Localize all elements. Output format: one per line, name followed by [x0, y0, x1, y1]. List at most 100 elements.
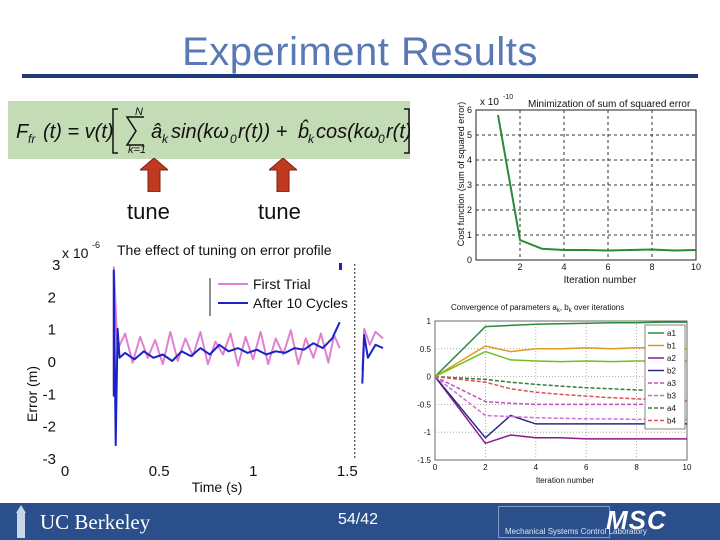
chart3-series-b4	[434, 375, 688, 402]
chart2-tick-x: 4	[561, 262, 566, 272]
eq-lhs: F	[16, 121, 30, 143]
chart3-tick-y: 0.5	[420, 345, 432, 354]
chart1-series-first-trial	[112, 266, 341, 394]
eq-term-a-sub: k	[162, 132, 169, 146]
chart3-legend-label: b2	[667, 367, 676, 376]
chart1-scale-exp: -6	[92, 240, 100, 250]
chart3-legend-label: a1	[667, 329, 676, 338]
chart1-tick-y: -1	[43, 386, 56, 403]
lab-name: Mechanical Systems Control Laboratory	[505, 527, 647, 536]
eq-term-sin: sin(kω	[171, 121, 229, 143]
chart3-series-a2	[434, 376, 687, 445]
chart3-series-a1	[434, 321, 687, 378]
chart3-tick-x: 4	[534, 463, 539, 472]
chart3-series-a3	[434, 375, 687, 406]
campanile-icon	[16, 505, 26, 538]
chart1-title: The effect of tuning on error profile	[117, 242, 332, 258]
chart3-legend-label: b4	[667, 417, 676, 426]
chart2-tick-y: 5	[467, 130, 472, 140]
chart3-tick-x: 6	[584, 463, 589, 472]
chart2-tick-x: 2	[517, 262, 522, 272]
eq-term-r: r(t)) +	[238, 121, 287, 143]
chart3-tick-x: 0	[433, 463, 438, 472]
chart1-tick-x: 0	[61, 463, 69, 480]
chart3-xlabel: Iteration number	[536, 476, 595, 485]
chart2-scale-label: x 10	[480, 97, 499, 108]
chart2-tick-x: 10	[691, 262, 701, 272]
page-number: 54/42	[338, 511, 379, 528]
eq-sub0-b: 0	[378, 132, 385, 146]
chart1-ylabel: Error (m)	[24, 366, 40, 422]
arrow-up-icon	[140, 158, 168, 192]
lab-logo-box	[498, 506, 610, 538]
chart2-tick-y: 3	[467, 180, 472, 190]
eq-sum-upper: N	[135, 106, 143, 118]
chart3-legend-label: a2	[667, 354, 676, 363]
chart3-tick-x: 2	[483, 463, 488, 472]
chart3-legend: a1 b1 a2 b2 a3 b3 a4 b4	[644, 324, 686, 430]
chart1-tick-y: 2	[48, 289, 56, 306]
chart1-tick-x: 1	[249, 463, 257, 480]
chart2-tick-y: 1	[467, 230, 472, 240]
eq-sigma	[125, 116, 144, 146]
chart3-frame	[434, 320, 688, 461]
error-profile-chart: 3 x 10 -6 The effect of tuning on error …	[24, 240, 384, 495]
eq-sum-lower: k=1	[128, 144, 146, 156]
chart3-series-a4	[434, 375, 688, 393]
chart1-tick-x: 0.5	[149, 463, 170, 480]
chart3-tick-x: 10	[683, 463, 692, 472]
chart3-series-b3	[434, 376, 687, 421]
cost-minimization-chart: x 10 -10 Minimization of sum of squared …	[456, 94, 701, 286]
chart3-legend-label: b3	[667, 392, 676, 401]
eq-term-a: â	[151, 121, 162, 143]
eq-sub0-a: 0	[230, 132, 237, 146]
title-underline	[22, 74, 698, 78]
chart2-tick-x: 8	[649, 262, 654, 272]
chart1-series-after-10-cycles	[112, 269, 341, 447]
chart3-tick-y: -1	[424, 428, 432, 437]
chart1-tick-x: 1.5	[337, 463, 358, 480]
chart1-legend: First Trial After 10 Cycles	[209, 263, 348, 316]
chart1-tick-y-top: 3	[52, 257, 60, 274]
tune-label-left: tune	[127, 199, 170, 224]
chart3-tick-y: 1	[427, 317, 432, 326]
arrow-up-icon	[269, 158, 297, 192]
chart3-legend-label: a3	[667, 379, 676, 388]
chart2-title: Minimization of sum of squared error	[528, 99, 691, 110]
eq-term-end: r(t))	[386, 121, 410, 143]
chart2-tick-y: 6	[467, 105, 472, 115]
chart1-tick-y: -2	[43, 419, 56, 436]
eq-lhs-arg: (t) = v(t)	[43, 121, 114, 143]
chart1-legend-first: First Trial	[253, 276, 311, 292]
chart2-xlabel: Iteration number	[564, 275, 637, 286]
chart3-tick-y: -0.5	[417, 400, 431, 409]
chart3-title: Convergence of parameters ak, bk over it…	[451, 303, 624, 314]
chart2-tick-y: 0	[467, 255, 472, 265]
chart1-tick-y: -3	[43, 451, 56, 468]
chart3-legend-label: a4	[667, 404, 676, 413]
footer-university: UC Berkeley	[40, 510, 151, 534]
slide-title: Experiment Results	[182, 30, 538, 74]
chart1-tick-y: 1	[48, 322, 56, 339]
equation-box: F fr (t) = v(t) N k=1 â k sin(kω 0 r(t))…	[8, 101, 410, 159]
eq-term-b-sub: k	[308, 132, 315, 146]
chart3-tick-y: 0	[427, 373, 432, 382]
chart1-series-after-10-cycles	[361, 334, 384, 384]
chart2-scale-exp: -10	[503, 94, 513, 101]
equation-formula: F fr (t) = v(t) N k=1 â k sin(kω 0 r(t))…	[16, 106, 410, 156]
eq-term-b: b̂	[298, 120, 309, 143]
chart2-tick-y: 4	[467, 155, 472, 165]
chart1-xlabel: Time (s)	[192, 479, 243, 495]
chart3-tick-y: -1.5	[417, 456, 431, 465]
eq-bracket-left	[112, 108, 118, 154]
chart1-tick-y: 0	[48, 354, 56, 371]
tune-label-right: tune	[258, 199, 301, 224]
chart2-series-cost	[497, 114, 697, 252]
chart2-tick-x: 6	[605, 262, 610, 272]
parameter-convergence-chart: Convergence of parameters ak, bk over it…	[417, 303, 692, 485]
chart3-legend-label: b1	[667, 342, 676, 351]
chart3-legend-box	[644, 324, 686, 430]
chart2-tick-y: 2	[467, 205, 472, 215]
chart2-ylabel: Cost function (sum of squared error)	[456, 102, 466, 247]
eq-bracket-right	[404, 108, 410, 154]
